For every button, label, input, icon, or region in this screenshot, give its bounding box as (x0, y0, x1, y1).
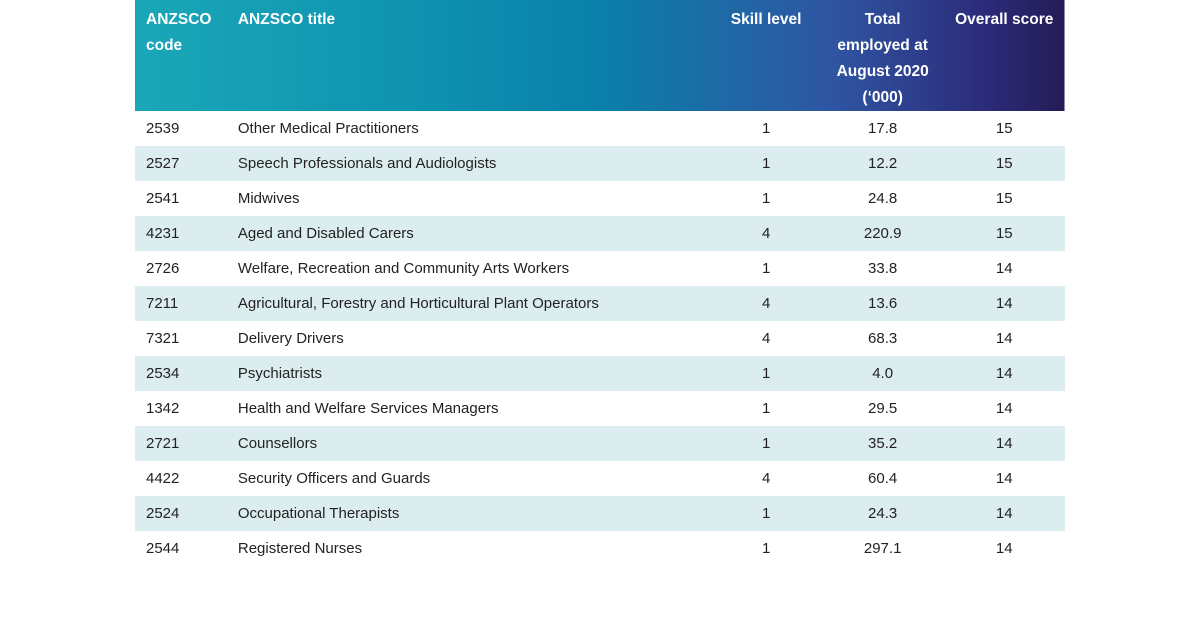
cell-total-employed: 24.3 (868, 505, 898, 522)
cell-total-employed: 29.5 (868, 400, 898, 417)
cell-skill-level: 4 (761, 295, 771, 312)
cell-code: 2534 (146, 365, 180, 382)
cell-total-employed: 24.8 (868, 190, 898, 207)
cell-overall-score: 15 (995, 155, 1013, 172)
cell-title: Security Officers and Guards (237, 470, 431, 487)
cell-title: Welfare, Recreation and Community Arts W… (237, 260, 570, 277)
header-overall-score: Overall score (955, 11, 1054, 28)
cell-code: 2721 (146, 435, 180, 452)
cell-overall-score: 14 (995, 365, 1013, 382)
cell-title: Counsellors (237, 435, 318, 452)
cell-code: 2541 (146, 190, 180, 207)
cell-overall-score: 14 (995, 505, 1013, 522)
cell-code: 2726 (146, 260, 180, 277)
cell-code: 2539 (146, 120, 180, 137)
table-row: 7211 Agricultural, Forestry and Horticult… (135, 286, 1065, 321)
cell-skill-level: 4 (761, 330, 771, 347)
cell-skill-level: 1 (761, 400, 771, 417)
table-row: 4231 Aged and Disabled Carers 4 220.9 15 (135, 216, 1065, 251)
cell-total-employed: 4.0 (872, 365, 894, 382)
cell-total-employed: 12.2 (868, 155, 898, 172)
cell-skill-level: 1 (761, 365, 771, 382)
cell-overall-score: 14 (995, 540, 1013, 557)
cell-overall-score: 14 (995, 295, 1013, 312)
cell-total-employed: 60.4 (868, 470, 898, 487)
cell-skill-level: 4 (761, 470, 771, 487)
header-skill-level: Skill level (730, 11, 802, 28)
table-row: 2539 Other Medical Practitioners 1 17.8 15 (135, 111, 1065, 146)
cell-code: 2527 (146, 155, 180, 172)
table-row: 7321 Delivery Drivers 4 68.3 14 (135, 321, 1065, 356)
cell-skill-level: 1 (761, 435, 771, 452)
cell-overall-score: 15 (995, 120, 1013, 137)
cell-skill-level: 1 (761, 120, 771, 137)
cell-skill-level: 1 (761, 505, 771, 522)
header-total-employed: Total employed at August 2020 (‘000) (836, 11, 929, 106)
table-row: 2721 Counsellors 1 35.2 14 (135, 426, 1065, 461)
table-row: 2726 Welfare, Recreation and Community Ar… (135, 251, 1065, 286)
cell-total-employed: 33.8 (868, 260, 898, 277)
table-row: 2534 Psychiatrists 1 4.0 14 (135, 356, 1065, 391)
cell-title: Aged and Disabled Carers (237, 225, 414, 242)
cell-total-employed: 13.6 (868, 295, 898, 312)
cell-skill-level: 1 (761, 260, 771, 277)
cell-overall-score: 14 (995, 330, 1013, 347)
cell-overall-score: 14 (995, 435, 1013, 452)
cell-code: 4422 (146, 470, 180, 487)
cell-overall-score: 15 (995, 190, 1013, 207)
table-row: 2527 Speech Professionals and Audiologist… (135, 146, 1065, 181)
cell-overall-score: 15 (995, 225, 1013, 242)
cell-title: Psychiatrists (237, 365, 323, 382)
table-row: 4422 Security Officers and Guards 4 60.4 14 (135, 461, 1065, 496)
cell-total-employed: 220.9 (863, 225, 902, 242)
cell-title: Midwives (237, 190, 300, 207)
cell-code: 4231 (146, 225, 180, 242)
cell-skill-level: 4 (761, 225, 771, 242)
header-code: ANZSCO code (146, 11, 212, 54)
cell-overall-score: 14 (995, 400, 1013, 417)
cell-total-employed: 297.1 (863, 540, 902, 557)
cell-overall-score: 14 (995, 470, 1013, 487)
cell-skill-level: 1 (761, 155, 771, 172)
cell-code: 1342 (146, 400, 180, 417)
cell-skill-level: 1 (761, 540, 771, 557)
header-row: ANZSCO code ANZSCO title Skill level Tota… (135, 0, 1065, 111)
cell-code: 2544 (146, 540, 180, 557)
cell-total-employed: 35.2 (868, 435, 898, 452)
cell-total-employed: 17.8 (868, 120, 898, 137)
cell-total-employed: 68.3 (868, 330, 898, 347)
cell-code: 2524 (146, 505, 180, 522)
cell-title: Health and Welfare Services Managers (237, 400, 499, 417)
cell-title: Delivery Drivers (237, 330, 344, 347)
table-row: 1342 Health and Welfare Services Managers… (135, 391, 1065, 426)
table-row: 2524 Occupational Therapists 1 24.3 14 (135, 496, 1065, 531)
cell-code: 7321 (146, 330, 180, 347)
table-row: 2541 Midwives 1 24.8 15 (135, 181, 1065, 216)
cell-skill-level: 1 (761, 190, 771, 207)
cell-overall-score: 14 (995, 260, 1013, 277)
cell-title: Agricultural, Forestry and Horticultural… (237, 295, 599, 312)
cell-title: Occupational Therapists (237, 505, 400, 522)
cell-title: Speech Professionals and Audiologists (237, 155, 497, 172)
header-title: ANZSCO title (237, 11, 336, 28)
occupation-table: ANZSCO code ANZSCO title Skill level Tota… (135, 0, 1065, 566)
cell-title: Other Medical Practitioners (237, 120, 419, 137)
table-row: 2544 Registered Nurses 1 297.1 14 (135, 531, 1065, 566)
cell-title: Registered Nurses (237, 540, 363, 557)
cell-code: 7211 (146, 295, 179, 312)
